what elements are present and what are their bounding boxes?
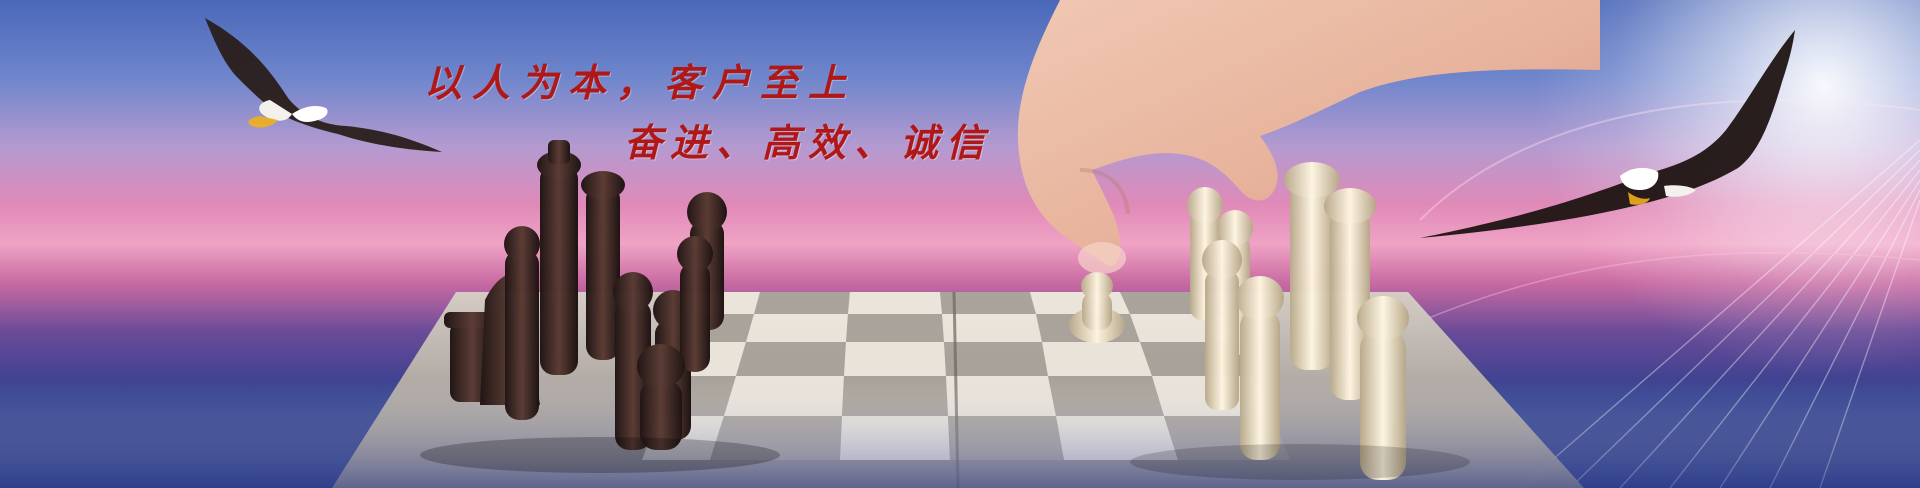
slogan-line-2: 奋进、高效、诚信 [624,120,993,165]
eagle-left-icon [205,18,442,152]
eagle-right-icon [1420,30,1795,238]
slogan-line-1: 以人为本，客户至上 [424,60,857,105]
